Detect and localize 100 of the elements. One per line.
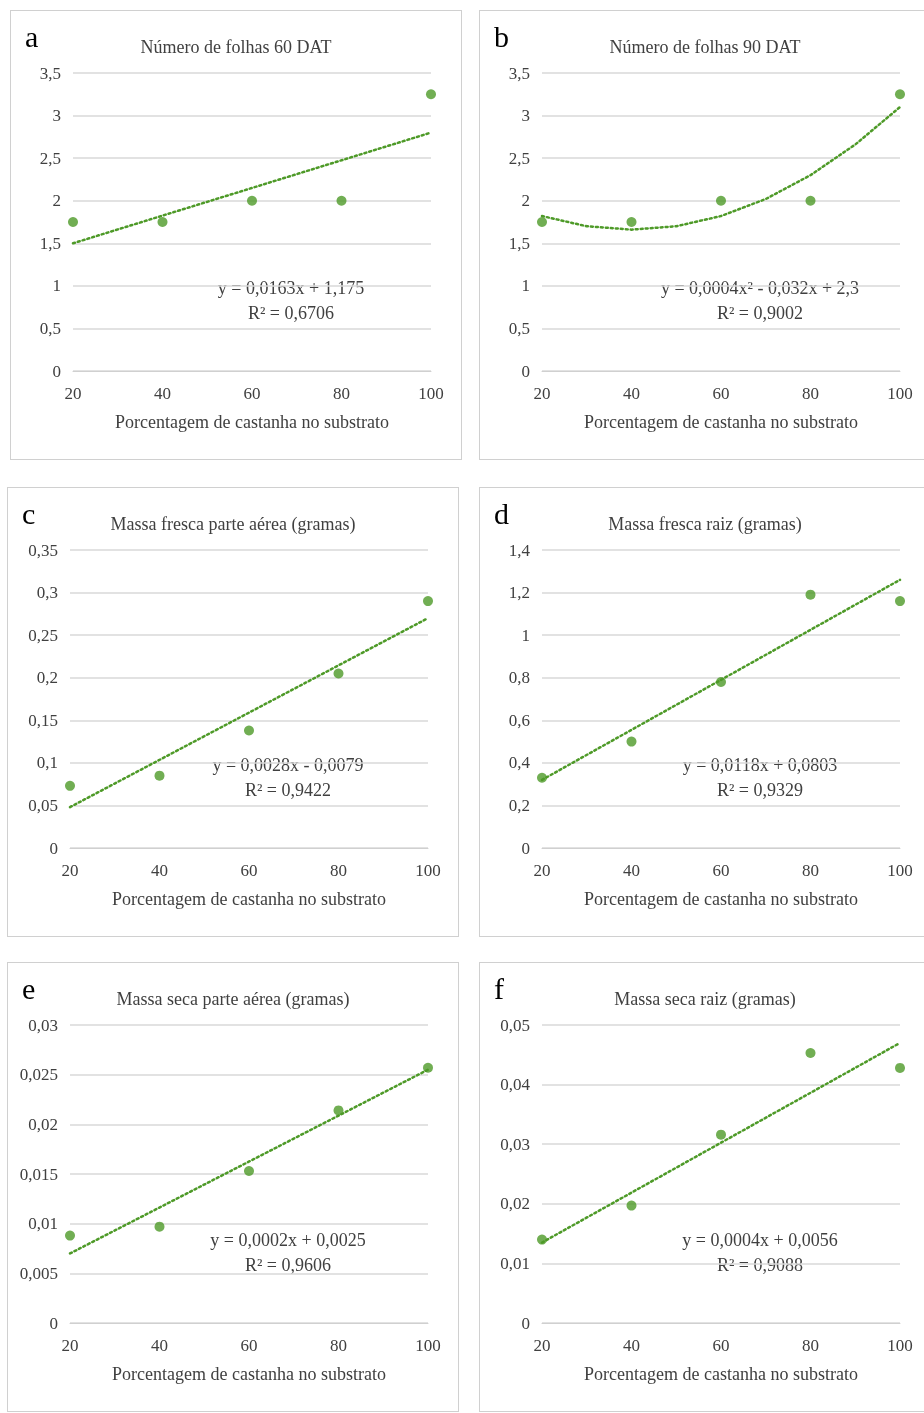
point (895, 596, 905, 607)
point (716, 676, 726, 687)
point (426, 89, 436, 100)
x-tick-label: 80 (333, 384, 350, 403)
point (626, 217, 637, 227)
x-tick-label: 40 (151, 1336, 168, 1355)
y-tick-label: 0,6 (508, 710, 530, 730)
y-tick-label: 2 (52, 191, 61, 211)
y-tick-label: 0,2 (36, 668, 58, 688)
y-tick-label: 0,3 (36, 583, 58, 603)
point (244, 725, 254, 736)
y-tick-label: 1 (52, 276, 61, 296)
y-tick-label: 0,05 (500, 1015, 530, 1035)
x-axis-title: Porcentagem de castanha no substrato (112, 1364, 386, 1384)
x-tick-label: 100 (887, 861, 913, 880)
text: e (22, 971, 36, 1005)
y-tick-label: 0 (49, 1313, 58, 1333)
x-tick-label: 20 (61, 1336, 79, 1355)
y-tick-label: 0,25 (28, 625, 58, 645)
x-tick-label: 100 (887, 1336, 913, 1355)
y-tick-label: 0 (521, 361, 530, 381)
chart-title: Massa fresca parte aérea (gramas) (110, 514, 356, 535)
point (716, 195, 726, 206)
y-tick-label: 1 (521, 625, 530, 645)
y-tick-label: 0,005 (19, 1263, 58, 1283)
x-tick-label: 80 (802, 861, 819, 880)
chart-title: Massa seca raiz (gramas) (614, 989, 796, 1010)
y-tick-label: 0,35 (28, 540, 58, 560)
point (336, 195, 347, 206)
point (716, 1129, 726, 1140)
point (244, 1166, 254, 1177)
y-tick-label: 3,5 (508, 63, 530, 83)
y-tick-label: 0,01 (500, 1253, 530, 1273)
chart-title: Número de folhas 60 DAT (140, 37, 332, 57)
x-tick-label: 100 (418, 384, 444, 403)
y-tick-label: 0 (49, 838, 58, 858)
point (805, 195, 816, 206)
x-tick-label: 40 (154, 384, 171, 403)
x-tick-label: 100 (887, 384, 913, 403)
y-tick-label: 3 (52, 106, 61, 126)
point (157, 217, 168, 227)
x-tick-label: 60 (712, 861, 730, 880)
chart-title: Massa seca parte aérea (gramas) (116, 989, 350, 1010)
x-tick-label: 40 (623, 1336, 640, 1355)
y-tick-label: 1,2 (508, 583, 530, 603)
text: c (22, 496, 36, 530)
y-tick-label: 1 (521, 276, 530, 296)
annotation: y = 0,0028x - 0,0079 (212, 755, 364, 775)
point (423, 1062, 433, 1073)
y-tick-label: 0 (521, 1313, 530, 1333)
point (423, 596, 433, 607)
x-tick-label: 60 (243, 384, 261, 403)
point (154, 1221, 165, 1232)
x-tick-label: 60 (712, 1336, 730, 1355)
x-tick-label: 80 (802, 384, 819, 403)
y-tick-label: 1,4 (508, 540, 531, 560)
y-tick-label: 1,5 (508, 233, 530, 253)
annotation: y = 0,0002x + 0,0025 (210, 1230, 366, 1250)
chart-title: Massa fresca raiz (gramas) (608, 514, 802, 535)
y-tick-label: 3 (521, 106, 530, 126)
point (895, 1062, 905, 1073)
text: d (494, 496, 509, 530)
annotation: R² = 0,6706 (247, 303, 335, 323)
point (626, 1200, 637, 1211)
x-tick-label: 80 (330, 861, 347, 880)
y-tick-label: 2 (521, 191, 530, 211)
text: f (494, 971, 504, 1005)
point (537, 1234, 547, 1245)
y-tick-label: 0,04 (500, 1075, 531, 1095)
x-tick-label: 20 (533, 1336, 551, 1355)
annotation: y = 0,0004x² - 0,032x + 2,3 (660, 278, 860, 298)
annotation: R² = 0,9002 (716, 303, 804, 323)
y-tick-label: 0,4 (508, 753, 531, 773)
y-tick-label: 0,015 (19, 1164, 58, 1184)
y-tick-label: 0,02 (500, 1194, 530, 1214)
y-tick-label: 0 (52, 361, 61, 381)
x-axis-title: Porcentagem de castanha no substrato (584, 412, 858, 432)
point (154, 770, 165, 781)
point (68, 217, 78, 227)
y-tick-label: 0,15 (28, 710, 58, 730)
annotation: R² = 0,9422 (244, 780, 332, 800)
y-tick-label: 0,8 (508, 668, 530, 688)
annotation: y = 0,0004x + 0,0056 (682, 1230, 838, 1250)
y-tick-label: 0,5 (39, 318, 61, 338)
x-tick-label: 40 (623, 384, 640, 403)
x-axis-title: Porcentagem de castanha no substrato (584, 889, 858, 909)
x-tick-label: 80 (330, 1336, 347, 1355)
point (626, 736, 637, 747)
x-axis-title: Porcentagem de castanha no substrato (112, 889, 386, 909)
y-tick-label: 2,5 (508, 148, 530, 168)
chart-title: Número de folhas 90 DAT (609, 37, 801, 57)
point (247, 195, 257, 206)
x-axis-title: Porcentagem de castanha no substrato (115, 412, 389, 432)
y-tick-label: 0,05 (28, 795, 58, 815)
y-tick-label: 0,2 (508, 795, 530, 815)
text: a (25, 19, 39, 53)
annotation: y = 0,0118x + 0,0803 (682, 755, 838, 775)
x-tick-label: 80 (802, 1336, 819, 1355)
x-tick-label: 100 (415, 861, 441, 880)
x-tick-label: 20 (64, 384, 82, 403)
